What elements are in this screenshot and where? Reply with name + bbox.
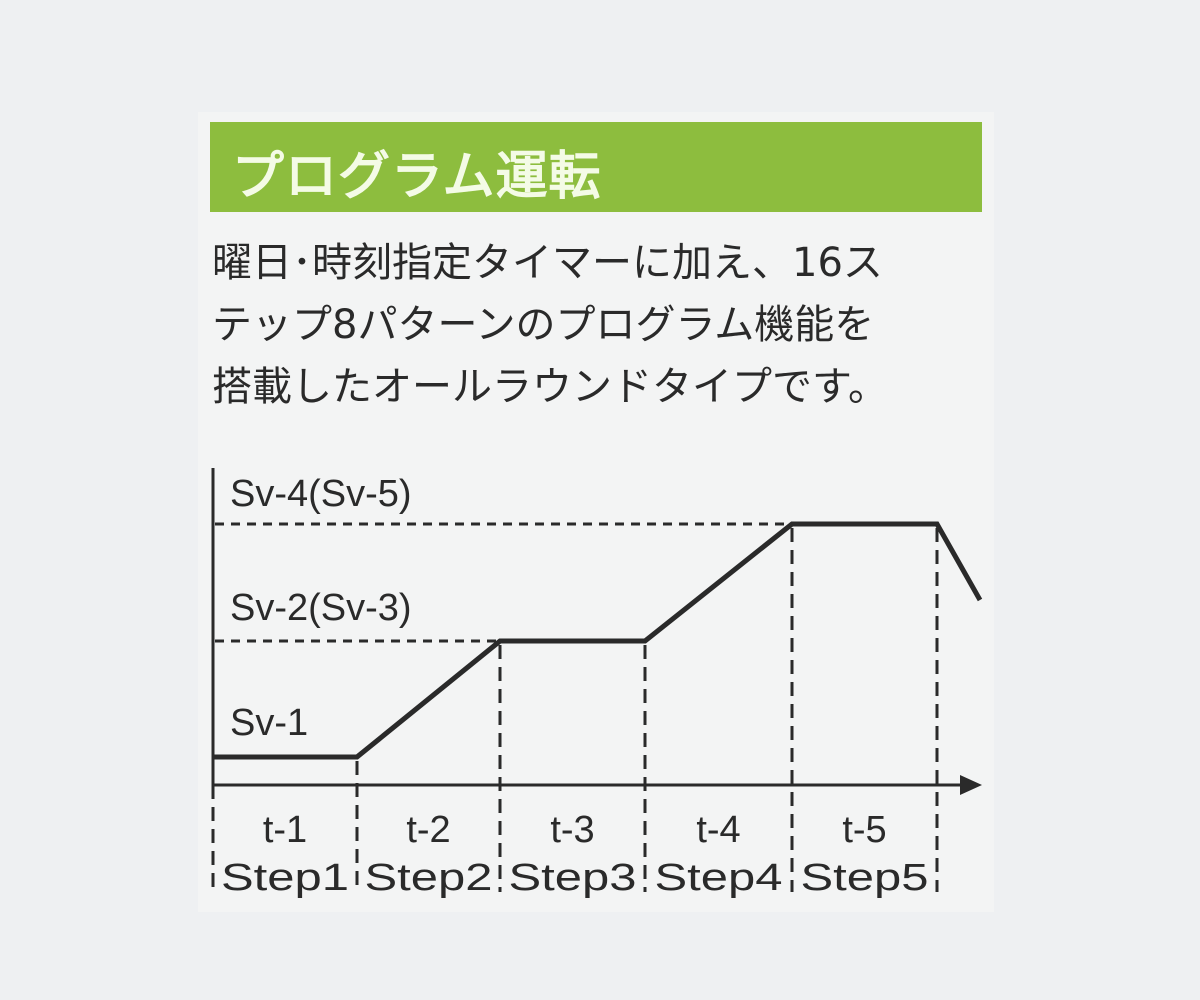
level-label: Sv-4(Sv-5) <box>230 473 412 515</box>
step-name-label: Step4 <box>655 857 783 899</box>
step-time-label: t-1 <box>263 809 307 851</box>
step-time-label: t-5 <box>842 809 886 851</box>
content-panel <box>198 112 994 912</box>
description-line: テップ8パターンのプログラム機能を <box>212 302 875 348</box>
step-time-label: t-2 <box>406 809 450 851</box>
section-header: プログラム運転 <box>210 122 982 212</box>
step-name-label: Step5 <box>801 857 929 899</box>
x-axis-arrow <box>960 775 982 795</box>
level-label: Sv-2(Sv-3) <box>230 587 412 629</box>
step-name-label: Step2 <box>365 857 493 899</box>
step-name-label: Step3 <box>509 857 637 899</box>
level-label: Sv-1 <box>230 702 308 744</box>
step-name-label: Step1 <box>221 857 349 899</box>
step-time-label: t-4 <box>696 809 740 851</box>
description-line: 曜日･時刻指定タイマーに加え、16ス <box>212 240 883 286</box>
description: 曜日･時刻指定タイマーに加え、16ス テップ8パターンのプログラム機能を 搭載し… <box>212 232 992 418</box>
step-time-label: t-3 <box>550 809 594 851</box>
section-title: プログラム運転 <box>232 147 602 207</box>
description-line: 搭載したオールラウンドタイプです。 <box>212 364 888 410</box>
profile-line <box>213 521 983 760</box>
